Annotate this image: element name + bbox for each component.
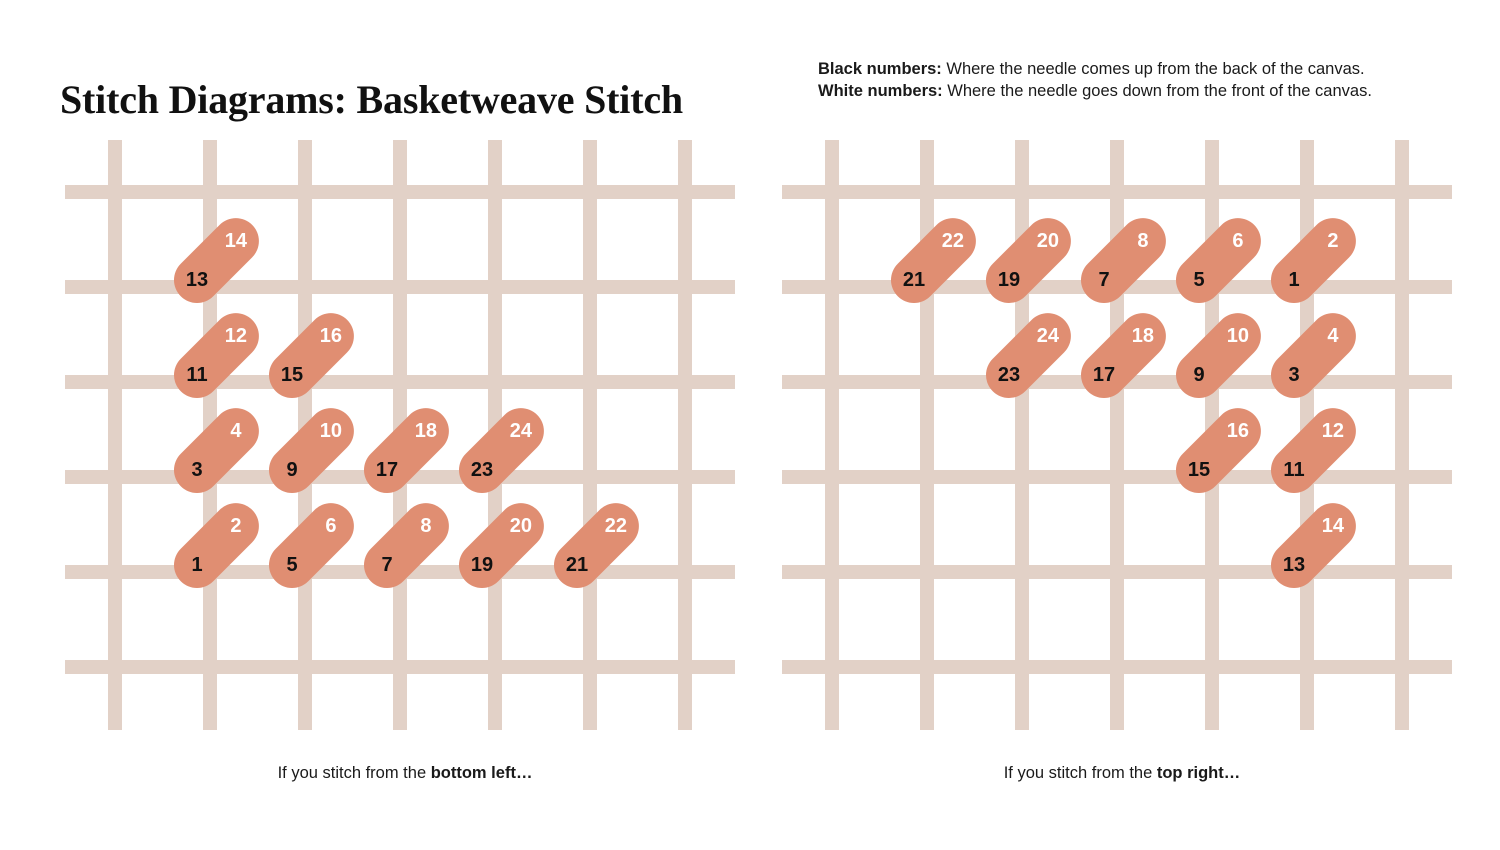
- stitch-number-down: 22: [604, 515, 628, 538]
- legend-key-white: White numbers:: [818, 82, 943, 100]
- stitch: 15 16: [1166, 398, 1271, 503]
- caption-left-emphasis: bottom left: [430, 764, 516, 782]
- stitch: 15 16: [259, 303, 364, 408]
- stitch: 11 12: [164, 303, 269, 408]
- legend-text-white: Where the needle goes down from the fron…: [942, 82, 1372, 100]
- stitch-number-down: 16: [1226, 420, 1250, 443]
- stitch: 19 20: [449, 493, 554, 598]
- stitch-number-down: 16: [319, 325, 343, 348]
- stitch-number-down: 24: [509, 420, 533, 443]
- stitch-number-down: 18: [414, 420, 438, 443]
- diagram-bottom-left: 1 2 3 4 5 6 7 8 9 10 11 12 13 14 15 16 17 18 19 20 21 22 23 24: [55, 130, 755, 750]
- grid-line-horizontal: [65, 660, 735, 674]
- caption-right-emphasis: top right: [1156, 764, 1224, 782]
- stitch-number-down: 6: [325, 515, 337, 538]
- legend: Black numbers: Where the needle comes up…: [818, 58, 1478, 102]
- stitch-number-down: 14: [1321, 515, 1345, 538]
- stitch-number-down: 10: [319, 420, 343, 443]
- caption-top-right: If you stitch from the top right…: [772, 764, 1472, 783]
- page-title: Stitch Diagrams: Basketweave Stitch: [60, 76, 683, 122]
- stitch-number-down: 14: [224, 230, 248, 253]
- stitch: 19 20: [976, 208, 1081, 313]
- grid-line-horizontal: [65, 185, 735, 199]
- stitch-number-down: 8: [420, 515, 432, 538]
- stitch: 11 12: [1261, 398, 1366, 503]
- stitch-number-down: 6: [1232, 230, 1244, 253]
- stitch: 21 22: [881, 208, 986, 313]
- stitch: 23 24: [976, 303, 1081, 408]
- stitch: 17 18: [1071, 303, 1176, 408]
- caption-left-suffix: …: [515, 764, 533, 782]
- caption-bottom-left: If you stitch from the bottom left…: [55, 764, 755, 783]
- stitch-number-down: 18: [1131, 325, 1155, 348]
- stitch: 13 14: [1261, 493, 1366, 598]
- caption-right-prefix: If you stitch from the: [1003, 764, 1157, 782]
- legend-key-black: Black numbers:: [818, 60, 942, 78]
- stitch-number-down: 20: [509, 515, 533, 538]
- stitch: 17 18: [354, 398, 459, 503]
- stitch-number-down: 20: [1036, 230, 1060, 253]
- grid-line-horizontal: [65, 280, 735, 294]
- stitch: 21 22: [544, 493, 649, 598]
- stitch-number-down: 2: [230, 515, 242, 538]
- stitch: 9 10: [259, 398, 364, 503]
- caption-right-suffix: …: [1223, 764, 1241, 782]
- stitch-layer-right: 1 2 3 4 5 6 7 8 9 10 11 12 13 14 15 16 17 18 19 20 21 22 23 24: [772, 130, 1472, 735]
- legend-row-black: Black numbers: Where the needle comes up…: [818, 58, 1478, 80]
- stitch: 9 10: [1166, 303, 1271, 408]
- stitch-number-down: 12: [224, 325, 248, 348]
- grid-line-horizontal: [782, 660, 1452, 674]
- stitch-number-down: 22: [941, 230, 965, 253]
- grid-line-horizontal: [65, 375, 735, 389]
- stitch-number-down: 4: [230, 420, 242, 443]
- diagram-top-right: 1 2 3 4 5 6 7 8 9 10 11 12 13 14 15 16 17 18 19 20 21 22 23 24: [772, 130, 1472, 750]
- grid-line-horizontal: [782, 185, 1452, 199]
- stitch-number-down: 4: [1327, 325, 1339, 348]
- stitch-number-down: 8: [1137, 230, 1149, 253]
- stitch-number-down: 12: [1321, 420, 1345, 443]
- stitch-number-down: 24: [1036, 325, 1060, 348]
- caption-left-prefix: If you stitch from the: [277, 764, 431, 782]
- stitch: 13 14: [164, 208, 269, 313]
- legend-row-white: White numbers: Where the needle goes dow…: [818, 80, 1478, 102]
- stitch-layer-left: 1 2 3 4 5 6 7 8 9 10 11 12 13 14 15 16 17 18 19 20 21 22 23 24: [55, 130, 755, 735]
- stitch-number-down: 10: [1226, 325, 1250, 348]
- stitch: 23 24: [449, 398, 554, 503]
- legend-text-black: Where the needle comes up from the back …: [941, 60, 1365, 78]
- stitch-number-down: 2: [1327, 230, 1339, 253]
